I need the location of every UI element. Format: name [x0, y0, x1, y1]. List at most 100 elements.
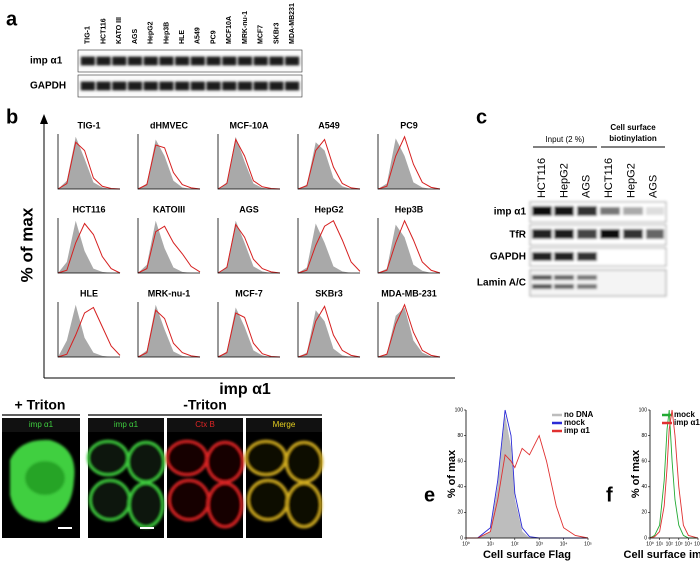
y-tick-label: 60: [457, 459, 463, 465]
x-tick-label: 10¹: [487, 541, 495, 547]
row-label: imp α1: [30, 56, 63, 67]
band: [159, 81, 174, 91]
histogram-stain: [217, 312, 281, 358]
panel-label: c: [476, 106, 487, 128]
legend-label: mock: [674, 410, 695, 419]
lane-label: HepG2: [558, 163, 570, 198]
x-axis-label: Cell surface imp α1: [624, 549, 700, 561]
panel-label: b: [6, 106, 18, 128]
histogram-stain: [377, 303, 441, 358]
band: [175, 56, 190, 66]
histogram-control: [298, 223, 360, 273]
plot-frame: [297, 134, 360, 190]
plot-title: HLE: [80, 288, 98, 298]
band: [127, 56, 143, 66]
histogram-control: [58, 220, 120, 273]
band: [159, 56, 174, 66]
y-tick-label: 0: [644, 535, 647, 541]
histogram-stain: [377, 135, 441, 190]
plot-title: MCF-10A: [229, 120, 269, 130]
band: [143, 81, 158, 91]
band: [96, 81, 111, 91]
histogram-control: [298, 142, 360, 189]
plot-frame: [377, 134, 440, 190]
band: [237, 81, 253, 91]
band: [269, 56, 284, 66]
band: [206, 81, 221, 91]
lane-label: MCF10A: [226, 16, 233, 44]
plot-frame: [217, 218, 280, 274]
band: [127, 81, 143, 91]
plot-frame: [297, 302, 360, 358]
band: [222, 56, 237, 66]
plot-title: Hep3B: [395, 204, 424, 214]
plot-title: AGS: [239, 204, 259, 214]
band: [112, 56, 127, 66]
panel-label: f: [606, 484, 613, 506]
channel-label: imp α1: [29, 420, 54, 429]
micrograph: [2, 418, 324, 538]
plot-frame: [377, 218, 440, 274]
y-axis-label: % of max: [17, 207, 36, 282]
lane-label: A549: [195, 27, 202, 44]
x-tick-label: 10⁴: [560, 541, 568, 547]
lane-label: MDA-MB231: [289, 3, 296, 44]
y-axis-label: % of max: [446, 449, 458, 498]
lane-label: MCF7: [258, 25, 265, 44]
panel-label: a: [6, 8, 18, 30]
band: [222, 81, 237, 91]
blot-row: [77, 49, 303, 73]
plot-title: MCF-7: [235, 288, 263, 298]
band: [80, 81, 95, 91]
row-label: GAPDH: [490, 252, 526, 263]
x-tick-label: 10⁵: [584, 541, 592, 547]
lane-label: HCT116: [100, 18, 107, 44]
row-label: TfR: [509, 230, 526, 241]
lane-label: PC9: [210, 30, 217, 44]
histogram-stain: [137, 225, 201, 274]
band: [253, 56, 268, 66]
axes: [649, 410, 698, 539]
lane-label: HepG2: [625, 163, 637, 198]
y-tick-label: 0: [460, 535, 463, 541]
histogram-stain: [137, 144, 201, 190]
series-line: [466, 434, 589, 539]
group-label: Input (2 %): [545, 135, 584, 144]
condition-label: + Triton: [15, 397, 66, 413]
histogram-control: [58, 136, 120, 189]
lane-label: SKBr3: [273, 22, 280, 44]
blot-a: [80, 56, 300, 91]
band: [237, 56, 253, 66]
x-tick-label: 10⁴: [685, 541, 693, 547]
x-axis-label: Cell surface Flag: [483, 549, 571, 561]
y-axis-label: % of max: [630, 449, 642, 498]
band: [143, 56, 158, 66]
y-tick-label: 20: [457, 510, 463, 516]
histogram-control: [378, 138, 440, 189]
x-tick-label: 10⁵: [694, 541, 700, 547]
plot-title: KATOIII: [153, 204, 185, 214]
histogram-control: [378, 224, 440, 273]
plot-frame: [377, 302, 440, 358]
lane-label: KATO III: [116, 17, 123, 44]
plot-frame: [57, 218, 120, 274]
legend-label: mock: [564, 418, 585, 427]
y-tick-label: 100: [455, 407, 464, 413]
lane-label: HepG2: [148, 21, 155, 44]
y-tick-label: 40: [457, 484, 463, 490]
plot-frame: [57, 134, 120, 190]
row-label: Lamin A/C: [477, 278, 526, 289]
y-tick-label: 80: [641, 433, 647, 439]
histogram-stain: [297, 220, 361, 274]
lane-label: TIG-1: [85, 26, 92, 44]
histogram-control: [138, 220, 200, 273]
plot-frame: [217, 302, 280, 358]
row-label: imp α1: [494, 207, 527, 218]
histogram-stain: [217, 223, 281, 274]
band: [190, 81, 205, 91]
histogram-stain: [217, 138, 281, 190]
plot-title: MDA-MB-231: [381, 288, 437, 298]
axes: [465, 410, 588, 539]
histogram-stain: [57, 141, 121, 190]
band: [175, 81, 190, 91]
